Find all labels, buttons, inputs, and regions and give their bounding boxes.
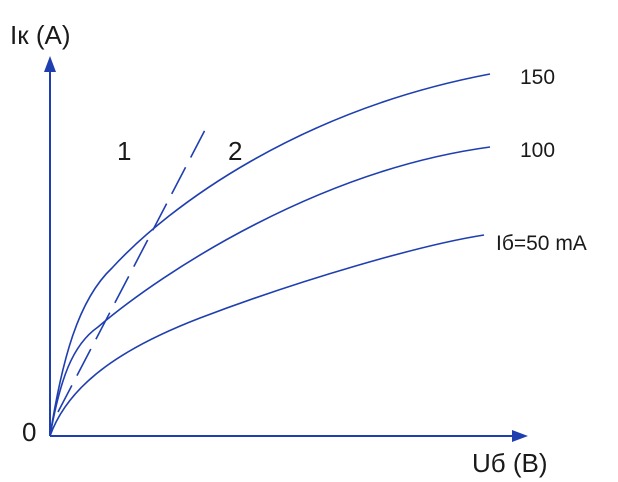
curve-label-150: 150 [520, 66, 555, 89]
x-axis-label: Uб (B) [472, 448, 548, 478]
y-axis-label: Iк (A) [10, 20, 70, 50]
curve-label-50: Iб=50 mA [496, 232, 587, 255]
region-label-1: 1 [117, 136, 131, 166]
curve-ib-50 [49, 234, 485, 437]
curve-ib-100 [49, 146, 491, 437]
x-axis-arrow [512, 430, 528, 442]
region-label-2: 2 [228, 136, 242, 166]
curve-label-100: 100 [520, 139, 555, 162]
origin-label: 0 [22, 417, 36, 447]
curve-ib-150 [49, 73, 491, 437]
boundary-dashed-line [57, 129, 206, 413]
y-axis-arrow [44, 56, 56, 72]
